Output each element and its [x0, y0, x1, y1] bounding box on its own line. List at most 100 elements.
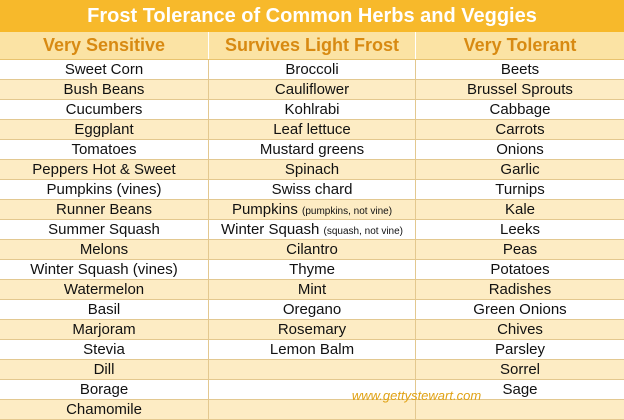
table-cell: Peppers Hot & Sweet [0, 160, 209, 179]
cell-text: Mint [297, 281, 327, 298]
cell-text: Leaf lettuce [273, 121, 351, 138]
table-row: Melons Cilantro Peas [0, 240, 624, 260]
cell-text: Dill [93, 361, 115, 378]
table-cell: Green Onions [416, 300, 624, 319]
column-header-row: Very Sensitive Survives Light Frost Very… [0, 32, 624, 60]
table-cell: Carrots [416, 120, 624, 139]
table-row: Sweet Corn Broccoli Beets [0, 60, 624, 80]
table-cell: Watermelon [0, 280, 209, 299]
table-cell: Kohlrabi [209, 100, 416, 119]
cell-text: Onions [496, 141, 544, 158]
table-cell: Turnips [416, 180, 624, 199]
table-row: Watermelon Mint Radishes [0, 280, 624, 300]
cell-text: Summer Squash [48, 221, 160, 238]
cell-text: Radishes [488, 281, 552, 298]
table-row: Runner Beans Pumpkins (pumpkins, not vine… [0, 200, 624, 220]
header-very-sensitive: Very Sensitive [0, 32, 209, 59]
table-cell: Mustard greens [209, 140, 416, 159]
table-cell: Summer Squash [0, 220, 209, 239]
table-cell: Bush Beans [0, 80, 209, 99]
table-cell: Peas [416, 240, 624, 259]
cell-text: Borage [79, 381, 129, 398]
cell-text: Lemon Balm [269, 341, 355, 358]
table-row: Pumpkins (vines) Swiss chard Turnips [0, 180, 624, 200]
table-cell: Sorrel [416, 360, 624, 379]
cell-text: Cauliflower [274, 81, 350, 98]
table-body: Sweet Corn Broccoli Beets Bush Beans Caulifl… [0, 60, 624, 420]
cell-text: Parsley [494, 341, 546, 358]
cell-text: Kale [504, 201, 536, 218]
table-cell: Brussel Sprouts [416, 80, 624, 99]
table-cell: Lemon Balm [209, 340, 416, 359]
table-cell: Cabbage [416, 100, 624, 119]
table-cell [209, 360, 416, 379]
table-cell: Radishes [416, 280, 624, 299]
table-cell: Sweet Corn [0, 60, 209, 79]
table-cell: Dill [0, 360, 209, 379]
table-row: Dill Sorrel [0, 360, 624, 380]
cell-text: Bush Beans [63, 81, 145, 98]
table-cell: Chives [416, 320, 624, 339]
cell-text: Sorrel [499, 361, 540, 378]
cell-text: Mustard greens [259, 141, 365, 158]
cell-text: Sweet Corn [64, 61, 144, 78]
table-cell: Onions [416, 140, 624, 159]
cell-note: (squash, not vine) [323, 226, 404, 237]
cell-text: Pumpkins [231, 201, 302, 218]
cell-text: Rosemary [277, 321, 347, 338]
table-cell: Tomatoes [0, 140, 209, 159]
cell-text: Tomatoes [71, 141, 137, 158]
table-row: Winter Squash (vines) Thyme Potatoes [0, 260, 624, 280]
table-cell: Parsley [416, 340, 624, 359]
table-cell [209, 380, 416, 399]
table-cell: Cucumbers [0, 100, 209, 119]
cell-text: Peas [502, 241, 538, 258]
cell-text: Broccoli [285, 61, 339, 78]
table-cell: Oregano [209, 300, 416, 319]
header-survives-light-frost: Survives Light Frost [209, 32, 416, 59]
cell-text: Cabbage [489, 101, 551, 118]
table-cell: Cilantro [209, 240, 416, 259]
table-cell: Beets [416, 60, 624, 79]
table-row: Tomatoes Mustard greens Onions [0, 140, 624, 160]
cell-text: Pumpkins (vines) [46, 181, 162, 198]
cell-text: Chives [497, 321, 543, 338]
table-row: Summer Squash Winter Squash (squash, not … [0, 220, 624, 240]
table-cell: Swiss chard [209, 180, 416, 199]
table-cell: Thyme [209, 260, 416, 279]
table-cell: Basil [0, 300, 209, 319]
cell-text: Cilantro [286, 241, 338, 258]
cell-text: Sage [502, 381, 538, 398]
cell-text: Turnips [495, 181, 545, 198]
table-cell: Broccoli [209, 60, 416, 79]
table-cell: Leaf lettuce [209, 120, 416, 139]
table-cell: Potatoes [416, 260, 624, 279]
website-credit: www.gettystewart.com [351, 388, 482, 403]
table-row: Basil Oregano Green Onions [0, 300, 624, 320]
table-cell: Pumpkins (vines) [0, 180, 209, 199]
cell-text: Spinach [284, 161, 340, 178]
table-cell: Cauliflower [209, 80, 416, 99]
table-cell: Pumpkins (pumpkins, not vine) [209, 200, 416, 219]
table-cell: Borage [0, 380, 209, 399]
cell-text: Brussel Sprouts [467, 81, 573, 98]
cell-text: Thyme [289, 261, 335, 278]
cell-text: Marjoram [72, 321, 136, 338]
table-cell: Chamomile [0, 400, 209, 419]
cell-text: Watermelon [63, 281, 145, 298]
table-row: Stevia Lemon Balm Parsley [0, 340, 624, 360]
cell-text: Leeks [499, 221, 541, 238]
table-cell: Mint [209, 280, 416, 299]
table-row: Marjoram Rosemary Chives [0, 320, 624, 340]
cell-text: Green Onions [473, 301, 567, 318]
table-row: Borage Sage [0, 380, 624, 400]
cell-text: Cucumbers [65, 101, 143, 118]
cell-text: Kohlrabi [284, 101, 340, 118]
table-row: Bush Beans Cauliflower Brussel Sprouts [0, 80, 624, 100]
table-cell: Runner Beans [0, 200, 209, 219]
cell-text: Potatoes [490, 261, 550, 278]
cell-text: Runner Beans [56, 201, 152, 218]
header-very-tolerant: Very Tolerant [463, 35, 577, 55]
table-row: Peppers Hot & Sweet Spinach Garlic [0, 160, 624, 180]
